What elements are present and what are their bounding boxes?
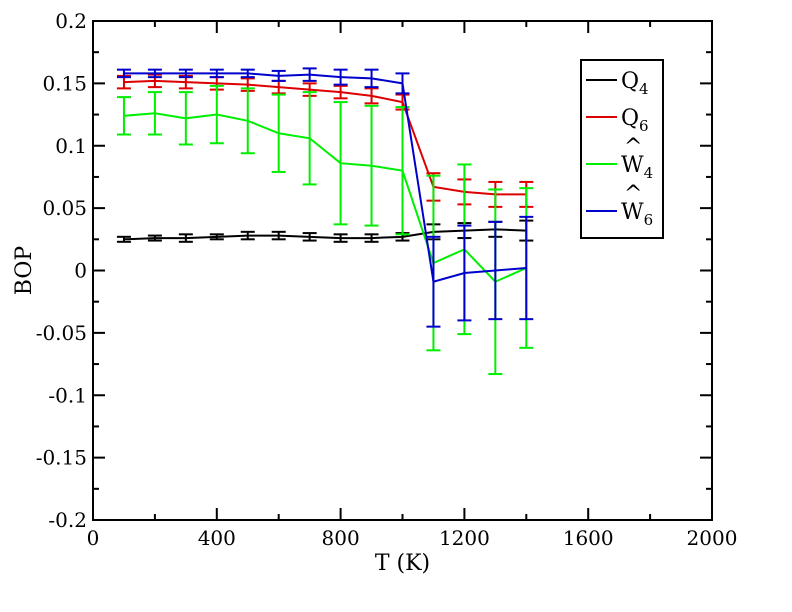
series-line	[123, 228, 527, 241]
x-axis-label: T (K)	[375, 551, 430, 576]
y-tick-label: 0	[74, 259, 87, 283]
y-tick-label: 0.2	[55, 9, 87, 33]
series-q4	[116, 219, 534, 243]
y-tick-label: -0.15	[36, 446, 87, 470]
x-tick-label: 1200	[439, 526, 490, 550]
y-tick-label: 0.05	[42, 196, 87, 220]
y-axis-label: BOP	[12, 246, 37, 296]
axis-ticks: 0 400 800 1200 1600 2000 -0.2 -0.15 -0.1 -0.05 0 0.…	[36, 9, 738, 550]
legend-hat: ^	[624, 182, 642, 207]
legend-box	[580, 59, 664, 239]
y-tick-label: -0.2	[48, 508, 87, 532]
x-tick-label: 1600	[563, 526, 614, 550]
y-tick-label: 0.1	[55, 134, 87, 158]
x-tick-label: 400	[198, 526, 236, 550]
x-tick-label: 2000	[687, 526, 738, 550]
x-tick-label: 0	[87, 526, 100, 550]
series-line	[123, 79, 527, 196]
series-line	[123, 112, 527, 283]
y-tick-label: -0.1	[48, 383, 87, 407]
series-line	[123, 72, 527, 283]
series-q6	[116, 73, 534, 208]
legend-hat: ^	[624, 135, 642, 160]
x-tick-label: 800	[322, 526, 360, 550]
series-w6	[116, 67, 534, 328]
y-tick-label: -0.05	[36, 321, 87, 345]
plot-area	[116, 67, 534, 376]
y-tick-label: 0.15	[42, 71, 87, 95]
